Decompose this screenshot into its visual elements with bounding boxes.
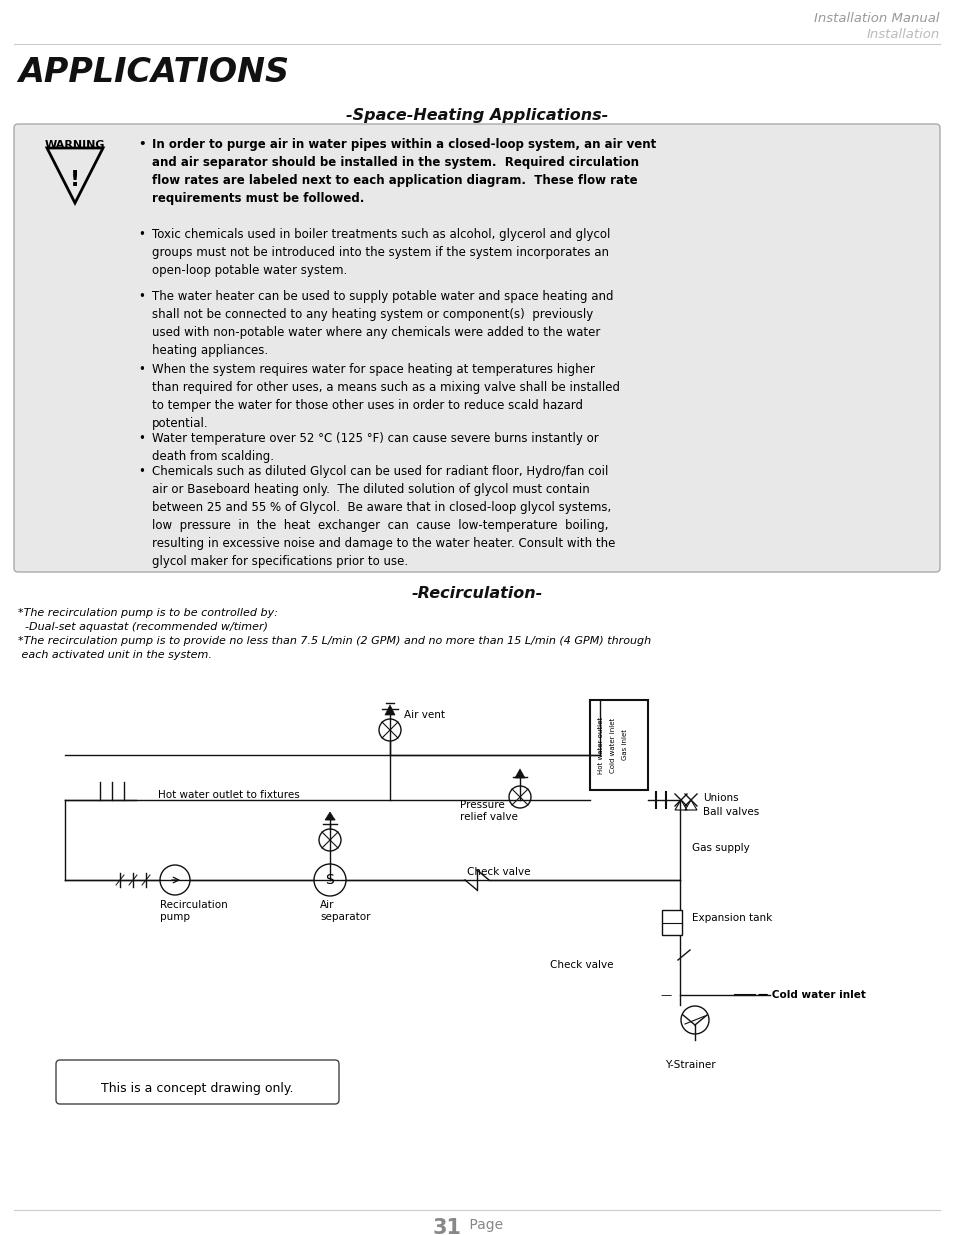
- Text: 31: 31: [433, 1218, 461, 1235]
- Text: Gas inlet: Gas inlet: [621, 730, 627, 761]
- Text: This is a concept drawing only.: This is a concept drawing only.: [101, 1082, 293, 1095]
- Text: -Space-Heating Applications-: -Space-Heating Applications-: [346, 107, 607, 124]
- Text: pump: pump: [160, 911, 190, 923]
- Text: separator: separator: [319, 911, 370, 923]
- Text: In order to purge air in water pipes within a closed-loop system, an air vent
an: In order to purge air in water pipes wit…: [152, 138, 656, 205]
- FancyBboxPatch shape: [56, 1060, 338, 1104]
- Text: Installation: Installation: [866, 28, 939, 41]
- Text: •: •: [138, 290, 145, 303]
- Text: *The recirculation pump is to provide no less than 7.5 L/min (2 GPM) and no more: *The recirculation pump is to provide no…: [18, 636, 651, 646]
- Text: Unions: Unions: [702, 793, 738, 803]
- Polygon shape: [385, 705, 395, 715]
- Text: The water heater can be used to supply potable water and space heating and
shall: The water heater can be used to supply p…: [152, 290, 613, 357]
- Text: Air vent: Air vent: [403, 710, 444, 720]
- Text: Water temperature over 52 °C (125 °F) can cause severe burns instantly or
death : Water temperature over 52 °C (125 °F) ca…: [152, 432, 598, 463]
- Text: Gas supply: Gas supply: [691, 844, 749, 853]
- Text: APPLICATIONS: APPLICATIONS: [18, 56, 289, 89]
- Text: When the system requires water for space heating at temperatures higher
than req: When the system requires water for space…: [152, 363, 619, 430]
- Text: WARNING: WARNING: [45, 140, 105, 149]
- Text: Y-Strainer: Y-Strainer: [664, 1060, 715, 1070]
- Text: Pressure: Pressure: [459, 800, 504, 810]
- Text: !: !: [70, 170, 80, 190]
- Text: Hot water outlet to fixtures: Hot water outlet to fixtures: [158, 790, 299, 800]
- Text: •: •: [138, 432, 145, 445]
- Text: •: •: [138, 138, 146, 151]
- Text: -Dual-set aquastat (recommended w/timer): -Dual-set aquastat (recommended w/timer): [18, 622, 268, 632]
- Bar: [589, 700, 647, 790]
- Text: Chemicals such as diluted Glycol can be used for radiant floor, Hydro/fan coil
a: Chemicals such as diluted Glycol can be …: [152, 466, 615, 568]
- Text: Ball valves: Ball valves: [702, 806, 759, 818]
- Text: Hot water outlet: Hot water outlet: [598, 716, 603, 773]
- Text: Recirculation: Recirculation: [160, 900, 228, 910]
- Text: *The recirculation pump is to be controlled by:: *The recirculation pump is to be control…: [18, 608, 277, 618]
- Text: Page: Page: [464, 1218, 502, 1233]
- Text: Air: Air: [319, 900, 335, 910]
- Polygon shape: [325, 811, 335, 820]
- Text: relief valve: relief valve: [459, 811, 517, 823]
- Text: Check valve: Check valve: [550, 960, 613, 969]
- Text: Check valve: Check valve: [467, 867, 530, 877]
- Text: Expansion tank: Expansion tank: [691, 913, 771, 923]
- Text: each activated unit in the system.: each activated unit in the system.: [18, 650, 212, 659]
- Text: Cold water inlet: Cold water inlet: [609, 718, 616, 773]
- Text: Toxic chemicals used in boiler treatments such as alcohol, glycerol and glycol
g: Toxic chemicals used in boiler treatment…: [152, 228, 610, 277]
- Polygon shape: [515, 769, 524, 778]
- Text: -Recirculation-: -Recirculation-: [411, 585, 542, 601]
- Text: Installation Manual: Installation Manual: [814, 12, 939, 25]
- Text: •: •: [138, 228, 145, 241]
- FancyBboxPatch shape: [14, 124, 939, 572]
- Text: — Cold water inlet: — Cold water inlet: [758, 990, 865, 1000]
- Text: •: •: [138, 363, 145, 375]
- Text: •: •: [138, 466, 145, 478]
- Bar: [661, 910, 681, 935]
- Text: S: S: [325, 873, 334, 887]
- Text: —: —: [660, 990, 671, 1000]
